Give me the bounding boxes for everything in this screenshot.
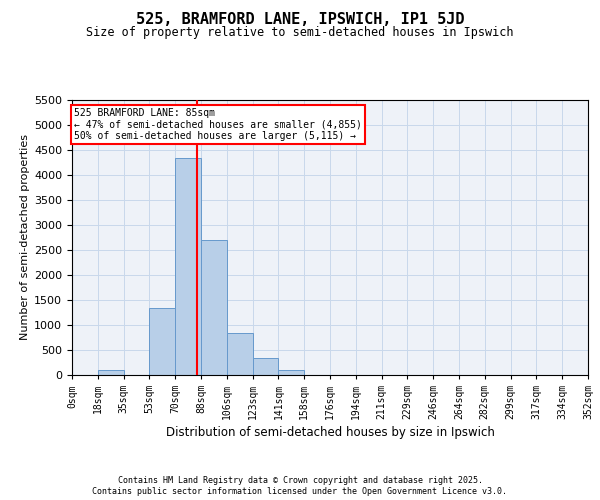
Bar [278, 370, 304, 375]
Bar [201, 240, 227, 375]
Text: 525, BRAMFORD LANE, IPSWICH, IP1 5JD: 525, BRAMFORD LANE, IPSWICH, IP1 5JD [136, 12, 464, 28]
Bar [98, 370, 124, 375]
Bar [175, 158, 201, 375]
Bar [149, 308, 175, 375]
Bar [227, 332, 253, 375]
Text: Contains public sector information licensed under the Open Government Licence v3: Contains public sector information licen… [92, 488, 508, 496]
Bar [253, 358, 278, 375]
Text: Size of property relative to semi-detached houses in Ipswich: Size of property relative to semi-detach… [86, 26, 514, 39]
X-axis label: Distribution of semi-detached houses by size in Ipswich: Distribution of semi-detached houses by … [166, 426, 494, 439]
Y-axis label: Number of semi-detached properties: Number of semi-detached properties [20, 134, 30, 340]
Text: 525 BRAMFORD LANE: 85sqm
← 47% of semi-detached houses are smaller (4,855)
50% o: 525 BRAMFORD LANE: 85sqm ← 47% of semi-d… [74, 108, 362, 140]
Text: Contains HM Land Registry data © Crown copyright and database right 2025.: Contains HM Land Registry data © Crown c… [118, 476, 482, 485]
